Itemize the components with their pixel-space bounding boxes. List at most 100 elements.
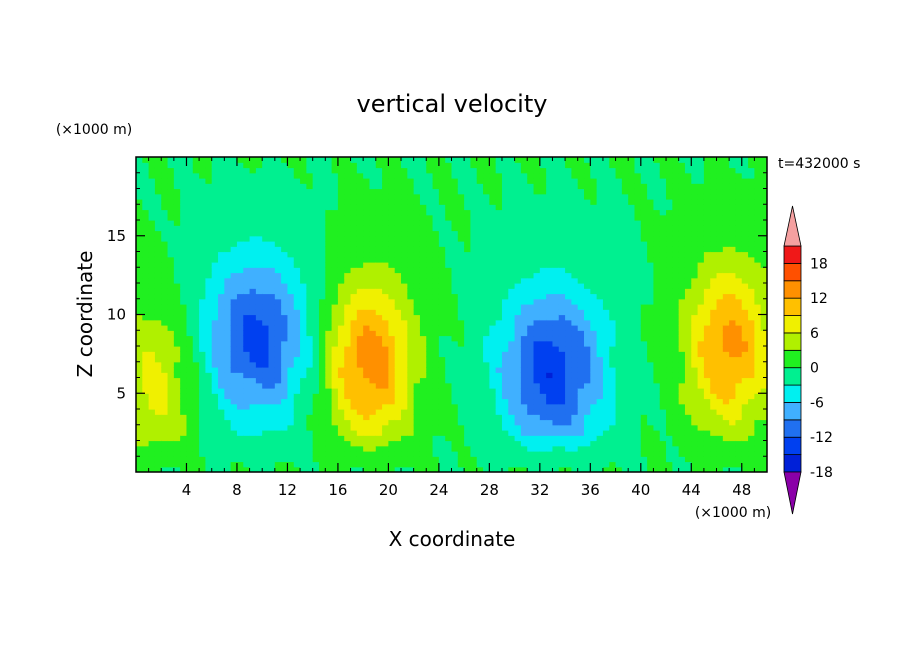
field-cell xyxy=(546,435,554,442)
field-cell xyxy=(445,204,453,211)
field-cell xyxy=(382,382,389,389)
field-cell xyxy=(224,251,232,258)
field-cell xyxy=(520,209,528,216)
field-cell xyxy=(262,293,270,300)
field-cell xyxy=(401,388,408,394)
field-cell xyxy=(464,440,472,447)
field-cell xyxy=(211,214,219,221)
field-cell xyxy=(243,325,251,331)
field-cell xyxy=(520,445,528,452)
field-cell xyxy=(413,409,421,415)
field-cell xyxy=(230,304,238,310)
field-cell xyxy=(268,272,276,279)
field-cell xyxy=(634,220,642,226)
field-cell xyxy=(369,335,377,342)
field-cell xyxy=(230,272,238,279)
field-cell xyxy=(306,272,314,279)
field-cell xyxy=(274,382,282,389)
field-cell xyxy=(243,372,251,379)
field-cell xyxy=(432,451,440,457)
field-cell xyxy=(451,256,459,263)
field-cell xyxy=(451,283,459,289)
field-cell xyxy=(331,451,339,457)
field-cell xyxy=(596,272,604,279)
field-cell xyxy=(489,398,497,405)
field-cell xyxy=(407,188,415,195)
field-cell xyxy=(470,361,478,368)
field-cell xyxy=(161,178,169,184)
field-cell xyxy=(621,298,629,305)
field-cell xyxy=(318,314,326,321)
field-cell xyxy=(268,225,276,232)
field-cell xyxy=(584,340,591,347)
field-cell xyxy=(451,377,459,384)
field-cell xyxy=(621,304,629,310)
field-cell xyxy=(520,220,528,226)
field-cell xyxy=(356,398,364,405)
field-cell xyxy=(236,220,244,226)
field-cell xyxy=(432,241,440,247)
field-cell xyxy=(413,440,421,447)
field-cell xyxy=(464,178,472,184)
field-cell xyxy=(426,272,434,279)
field-cell xyxy=(318,456,326,463)
field-cell xyxy=(300,209,307,216)
field-cell xyxy=(539,262,547,268)
field-cell xyxy=(640,377,648,384)
field-cell xyxy=(154,388,162,394)
field-cell xyxy=(180,267,188,274)
field-cell xyxy=(274,256,282,263)
field-cell xyxy=(501,430,509,436)
field-cell xyxy=(584,314,591,321)
field-cell xyxy=(653,393,661,400)
field-cell xyxy=(154,393,162,400)
field-cell xyxy=(508,172,516,179)
field-cell xyxy=(318,188,326,195)
field-cell xyxy=(426,241,434,247)
field-cell xyxy=(218,199,225,205)
field-cell xyxy=(167,466,175,472)
field-cell xyxy=(527,235,535,242)
field-cell xyxy=(369,309,377,316)
field-cell xyxy=(312,466,320,472)
field-cell xyxy=(186,451,194,457)
field-cell xyxy=(483,346,490,352)
field-cell xyxy=(413,340,421,347)
field-cell xyxy=(318,466,326,472)
field-cell xyxy=(192,304,200,310)
field-cell xyxy=(337,424,345,431)
field-cell xyxy=(255,424,263,431)
field-cell xyxy=(508,367,516,373)
field-cell xyxy=(337,225,345,232)
field-cell xyxy=(249,330,257,337)
field-cell xyxy=(552,209,560,216)
field-cell xyxy=(628,319,636,326)
field-cell xyxy=(647,461,655,468)
field-cell xyxy=(394,309,402,316)
field-cell xyxy=(136,340,143,347)
field-cell xyxy=(249,309,257,316)
field-cell xyxy=(136,309,143,316)
field-cell xyxy=(218,183,225,190)
field-cell xyxy=(533,314,541,321)
field-cell xyxy=(520,288,528,295)
field-cell xyxy=(483,167,490,174)
field-cell xyxy=(375,346,383,352)
field-cell xyxy=(375,241,383,247)
field-cell xyxy=(514,398,522,405)
field-cell xyxy=(546,314,554,321)
field-cell xyxy=(539,193,547,200)
field-cell xyxy=(596,183,604,190)
field-cell xyxy=(394,235,402,242)
field-cell xyxy=(514,456,522,463)
field-cell xyxy=(382,267,389,274)
field-cell xyxy=(596,293,604,300)
field-cell xyxy=(218,214,225,221)
field-cell xyxy=(609,466,617,472)
field-cell xyxy=(647,346,655,352)
field-cell xyxy=(382,430,389,436)
field-cell xyxy=(552,382,560,389)
field-cell xyxy=(426,445,434,452)
field-cell xyxy=(445,403,453,410)
field-cell xyxy=(653,419,661,426)
